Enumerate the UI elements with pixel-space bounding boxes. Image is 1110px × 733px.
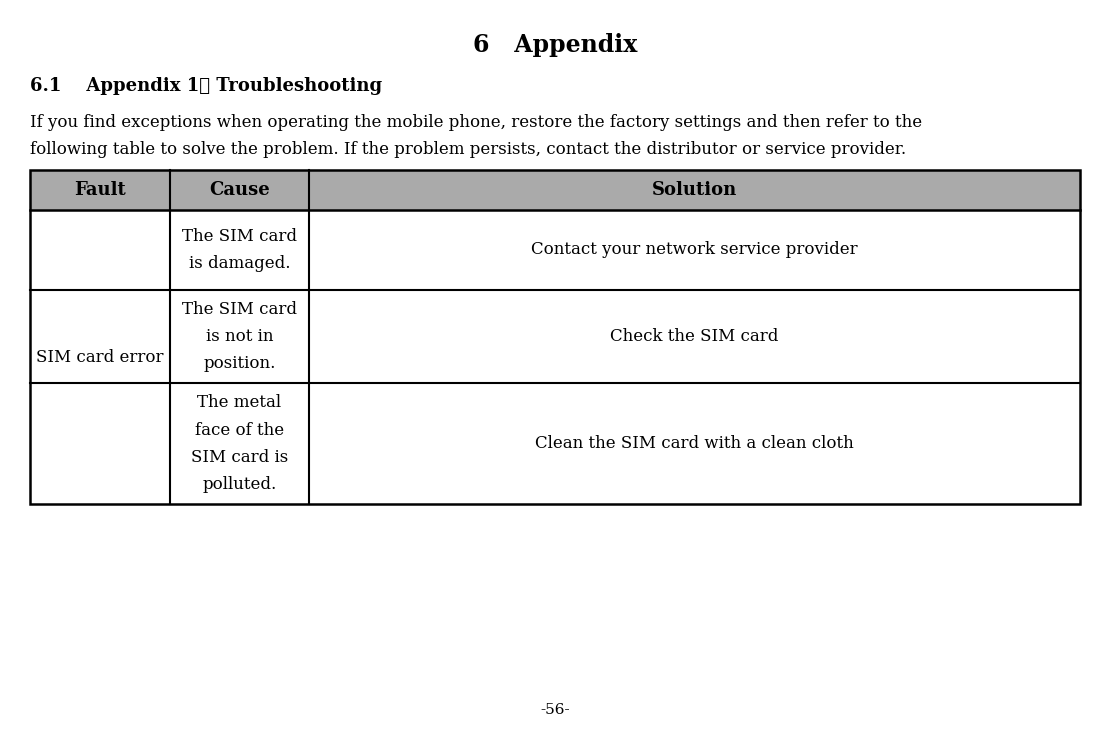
Text: Cause: Cause (209, 181, 270, 199)
Text: If you find exceptions when operating the mobile phone, restore the factory sett: If you find exceptions when operating th… (30, 114, 922, 130)
Text: The SIM card
is not in
position.: The SIM card is not in position. (182, 301, 297, 372)
Text: Check the SIM card: Check the SIM card (610, 328, 779, 345)
Text: Fault: Fault (74, 181, 125, 199)
Text: The SIM card
is damaged.: The SIM card is damaged. (182, 228, 297, 272)
Text: The metal
face of the
SIM card is
polluted.: The metal face of the SIM card is pollut… (191, 394, 289, 493)
Bar (30, 210, 1080, 290)
Text: Solution: Solution (652, 181, 737, 199)
Bar (30, 383, 1080, 504)
Bar (30, 170, 1080, 210)
Text: -56-: -56- (541, 703, 569, 717)
Bar (30, 290, 1080, 383)
Text: 6.1    Appendix 1： Troubleshooting: 6.1 Appendix 1： Troubleshooting (30, 77, 382, 95)
Text: Clean the SIM card with a clean cloth: Clean the SIM card with a clean cloth (535, 435, 854, 452)
Text: following table to solve the problem. If the problem persists, contact the distr: following table to solve the problem. If… (30, 141, 906, 158)
Text: 6   Appendix: 6 Appendix (473, 33, 637, 57)
Bar (30, 170, 1080, 504)
Text: SIM card error: SIM card error (36, 349, 163, 366)
Text: Contact your network service provider: Contact your network service provider (532, 241, 858, 259)
